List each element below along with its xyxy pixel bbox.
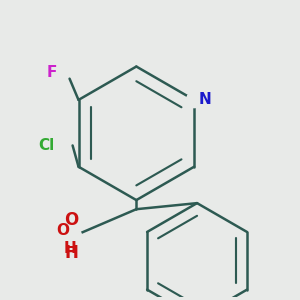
Text: Cl: Cl bbox=[38, 138, 54, 153]
Text: F: F bbox=[47, 65, 57, 80]
Text: H: H bbox=[63, 241, 76, 256]
Text: O: O bbox=[57, 223, 70, 238]
Text: N: N bbox=[199, 92, 212, 107]
Circle shape bbox=[187, 92, 202, 107]
Text: O: O bbox=[64, 211, 78, 229]
Circle shape bbox=[47, 135, 68, 156]
Circle shape bbox=[54, 66, 67, 79]
Circle shape bbox=[187, 92, 202, 107]
Circle shape bbox=[64, 227, 82, 246]
Text: H: H bbox=[64, 244, 78, 262]
